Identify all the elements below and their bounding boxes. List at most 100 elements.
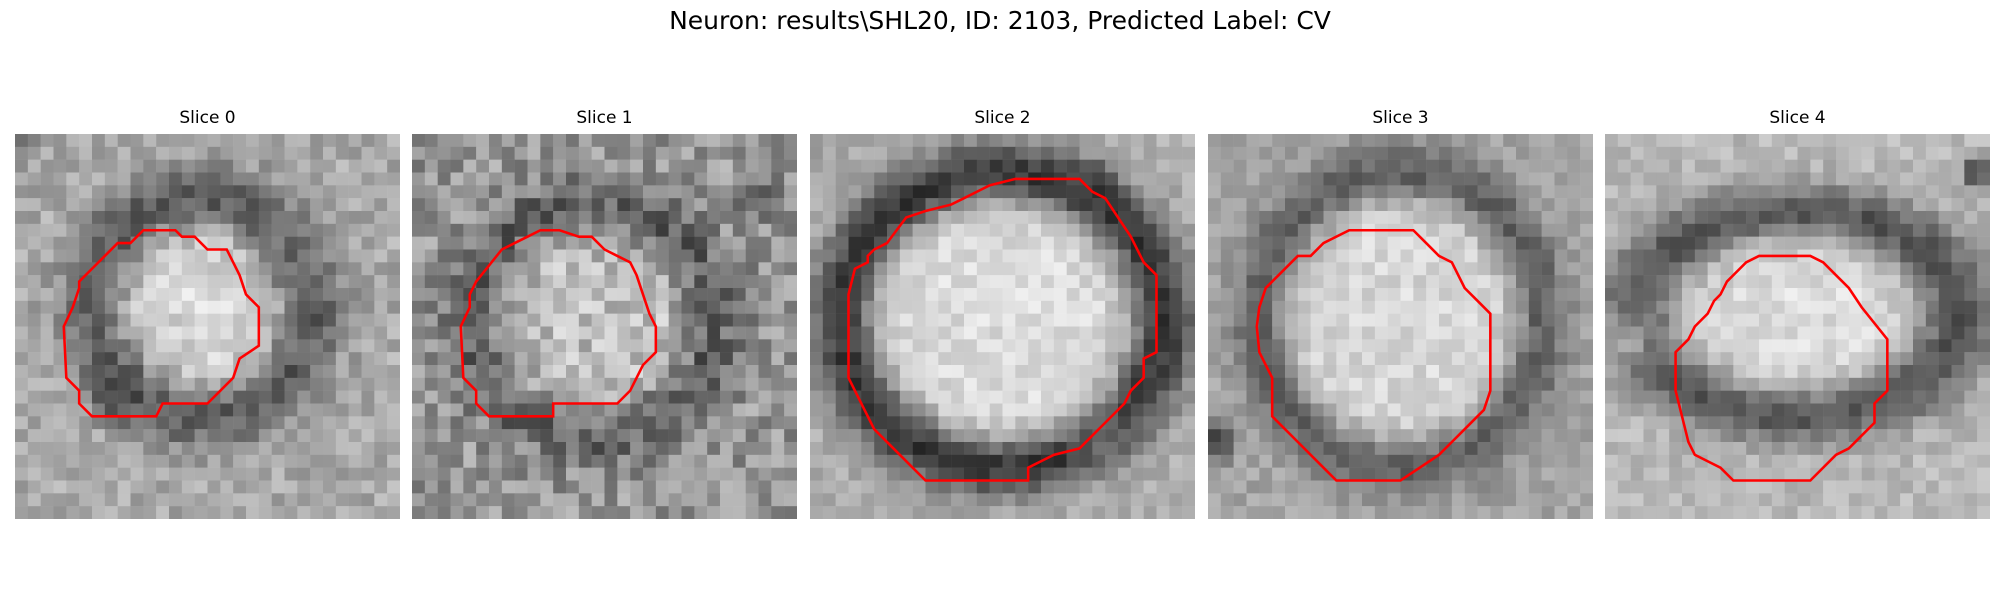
pixel [848,454,862,468]
pixel [501,159,515,173]
pixel [1092,403,1106,417]
pixel [181,480,195,494]
pixel [130,134,144,148]
pixel [1413,493,1427,507]
pixel [1066,159,1080,173]
pixel [1925,377,1939,391]
pixel [1605,185,1619,199]
pixel [1053,326,1067,340]
pixel [912,313,926,327]
pixel [591,506,605,519]
pixel [1503,480,1517,494]
pixel [66,480,80,494]
pixel [1169,493,1183,507]
pixel [655,365,669,379]
pixel [1374,352,1388,366]
pixel [1900,223,1914,237]
pixel [335,185,349,199]
pixel [1964,249,1978,263]
pixel [1374,211,1388,225]
pixel [1656,326,1670,340]
pixel [1233,236,1247,250]
pixel [310,211,324,225]
pixel [1323,288,1337,302]
pixel [578,198,592,212]
pixel [66,339,80,353]
pixel [271,454,285,468]
pixel [335,442,349,456]
pixel [284,211,298,225]
pixel [899,262,913,276]
pixel [1156,377,1170,391]
pixel [1605,146,1619,160]
pixel [1297,339,1311,353]
pixel [1451,326,1465,340]
pixel [412,416,426,430]
pixel [1400,236,1414,250]
pixel [1836,288,1850,302]
pixel [1630,313,1644,327]
pixel [630,146,644,160]
pixel [130,275,144,289]
pixel [15,300,29,314]
pixel [835,493,849,507]
pixel [1694,185,1708,199]
pixel [1887,429,1901,443]
pixel [964,480,978,494]
pixel [784,454,797,468]
pixel [1169,288,1183,302]
pixel [1323,198,1337,212]
pixel [271,390,285,404]
pixel [514,288,528,302]
pixel [1964,416,1978,430]
pixel [1297,159,1311,173]
pixel [501,403,515,417]
pixel [1053,159,1067,173]
pixel [1477,377,1491,391]
pixel [591,159,605,173]
pixel [938,377,952,391]
pixel [1477,134,1491,148]
pixel [1387,493,1401,507]
pixel [1516,339,1530,353]
pixel [1528,352,1542,366]
pixel [1156,352,1170,366]
pixel [1451,365,1465,379]
pixel [1053,480,1067,494]
pixel [424,211,438,225]
pixel [1374,262,1388,276]
pixel [271,288,285,302]
pixel [578,390,592,404]
pixel [758,480,772,494]
pixel [1310,300,1324,314]
pixel [784,390,797,404]
pixel [1092,288,1106,302]
pixel [1874,236,1888,250]
pixel [1310,429,1324,443]
pixel [323,480,337,494]
pixel [1810,275,1824,289]
pixel [104,262,118,276]
pixel [771,403,785,417]
pixel [1041,300,1055,314]
pixel [1336,365,1350,379]
pixel [1759,467,1773,481]
pixel [1874,403,1888,417]
pixel [489,403,503,417]
pixel [489,262,503,276]
pixel [527,249,541,263]
pixel [412,211,426,225]
pixel [1490,211,1504,225]
pixel [258,275,272,289]
pixel [899,288,913,302]
pixel [501,326,515,340]
slice-title: Slice 1 [576,108,633,128]
pixel [1464,365,1478,379]
pixel [951,313,965,327]
pixel [1694,377,1708,391]
pixel [835,377,849,391]
pixel [1426,390,1440,404]
pixel [220,506,234,519]
pixel [79,416,93,430]
pixel [668,223,682,237]
